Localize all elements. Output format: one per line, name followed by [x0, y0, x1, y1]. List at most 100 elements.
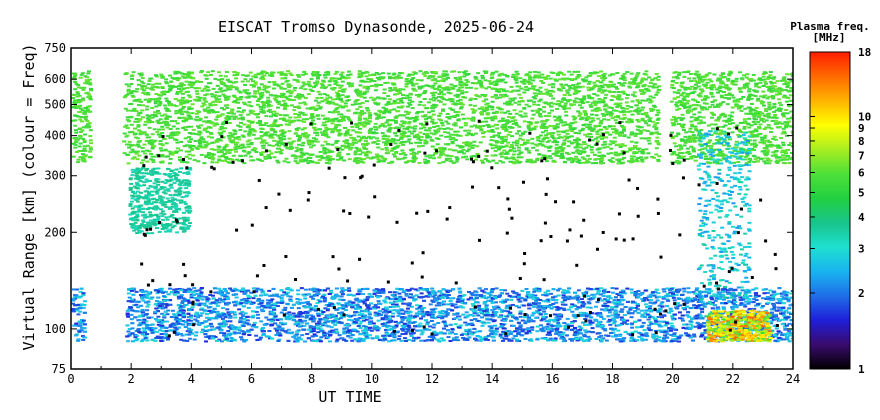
echo-mark	[510, 126, 515, 129]
echo-mark	[469, 125, 474, 128]
echo-mark	[186, 74, 191, 77]
echo-mark	[340, 100, 345, 103]
echo-mark	[522, 82, 527, 85]
echo-mark	[559, 100, 564, 103]
echo-mark	[360, 121, 365, 124]
echo-mark	[259, 83, 264, 86]
echo-mark	[258, 120, 263, 123]
echo-mark	[685, 86, 690, 89]
echo-mark	[163, 192, 168, 195]
echo-mark	[145, 91, 150, 94]
echo-mark	[288, 121, 293, 124]
echo-mark	[418, 139, 423, 142]
echo-mark	[345, 132, 350, 135]
echo-mark	[124, 93, 129, 96]
echo-mark	[789, 110, 793, 113]
echo-mark	[504, 151, 509, 154]
echo-mark	[637, 82, 642, 85]
echo-mark	[156, 122, 161, 125]
echo-mark	[217, 71, 222, 74]
echo-mark	[281, 132, 286, 135]
echo-mark	[762, 140, 767, 143]
echo-mark	[272, 122, 277, 125]
echo-mark	[429, 138, 434, 141]
echo-mark	[587, 157, 592, 160]
echo-mark	[504, 157, 509, 160]
echo-mark	[79, 73, 84, 76]
echo-mark	[315, 82, 320, 85]
echo-mark	[391, 153, 396, 156]
echo-mark	[468, 99, 473, 102]
echo-mark	[202, 128, 207, 131]
echo-mark	[235, 98, 240, 101]
echo-mark	[708, 147, 713, 150]
echo-mark	[224, 116, 229, 119]
echo-mark	[534, 94, 539, 97]
echo-mark	[73, 102, 78, 105]
echo-mark	[671, 152, 676, 155]
echo-mark	[407, 96, 412, 99]
echo-mark	[227, 151, 232, 154]
echo-mark	[247, 95, 252, 98]
echo-mark	[356, 140, 361, 143]
echo-mark	[455, 114, 460, 117]
echo-mark	[577, 132, 582, 135]
echo-mark	[342, 159, 347, 162]
echo-mark	[181, 127, 186, 130]
echo-mark	[771, 89, 776, 92]
echo-mark	[599, 162, 604, 165]
echo-mark	[647, 119, 652, 122]
echo-mark	[531, 113, 536, 116]
echo-mark	[75, 91, 80, 94]
echo-mark	[307, 141, 312, 144]
echo-mark	[423, 114, 428, 117]
echo-mark	[242, 89, 247, 92]
echo-mark	[747, 161, 752, 164]
echo-mark	[246, 74, 251, 77]
echo-mark	[135, 88, 140, 91]
echo-mark	[301, 73, 306, 76]
echo-mark	[299, 154, 304, 157]
echo-mark	[299, 119, 304, 122]
echo-mark	[77, 150, 82, 153]
echo-mark	[204, 127, 209, 130]
echo-mark	[227, 137, 232, 140]
echo-mark	[308, 88, 313, 91]
echo-mark	[234, 77, 239, 80]
echo-mark	[264, 90, 269, 93]
echo-mark	[336, 130, 341, 133]
echo-mark	[345, 130, 350, 133]
echo-mark	[166, 124, 171, 127]
echo-mark	[376, 146, 381, 149]
echo-mark	[691, 137, 696, 140]
echo-mark	[243, 90, 248, 93]
echo-mark	[124, 124, 129, 127]
echo-mark	[332, 102, 337, 105]
echo-mark	[655, 109, 660, 112]
echo-mark	[86, 126, 91, 129]
echo-mark	[752, 117, 757, 120]
echo-mark	[400, 72, 405, 75]
echo-mark	[266, 110, 271, 113]
echo-mark	[229, 111, 234, 114]
echo-mark	[571, 128, 576, 131]
echo-mark	[754, 82, 759, 85]
echo-mark	[86, 72, 91, 75]
echo-mark	[122, 140, 127, 143]
echo-mark	[334, 108, 339, 111]
echo-mark	[443, 143, 448, 146]
echo-mark	[622, 92, 627, 95]
echo-mark	[309, 117, 314, 120]
echo-mark	[520, 132, 525, 135]
echo-mark	[147, 79, 152, 82]
echo-mark	[165, 126, 170, 129]
echo-mark	[266, 85, 271, 88]
echo-mark	[244, 89, 249, 92]
echo-mark	[154, 93, 159, 96]
echo-mark	[239, 121, 244, 124]
echo-mark	[388, 98, 393, 101]
echo-mark	[329, 78, 334, 81]
echo-mark	[545, 119, 550, 122]
echo-mark	[495, 146, 500, 149]
echo-mark	[556, 100, 561, 103]
